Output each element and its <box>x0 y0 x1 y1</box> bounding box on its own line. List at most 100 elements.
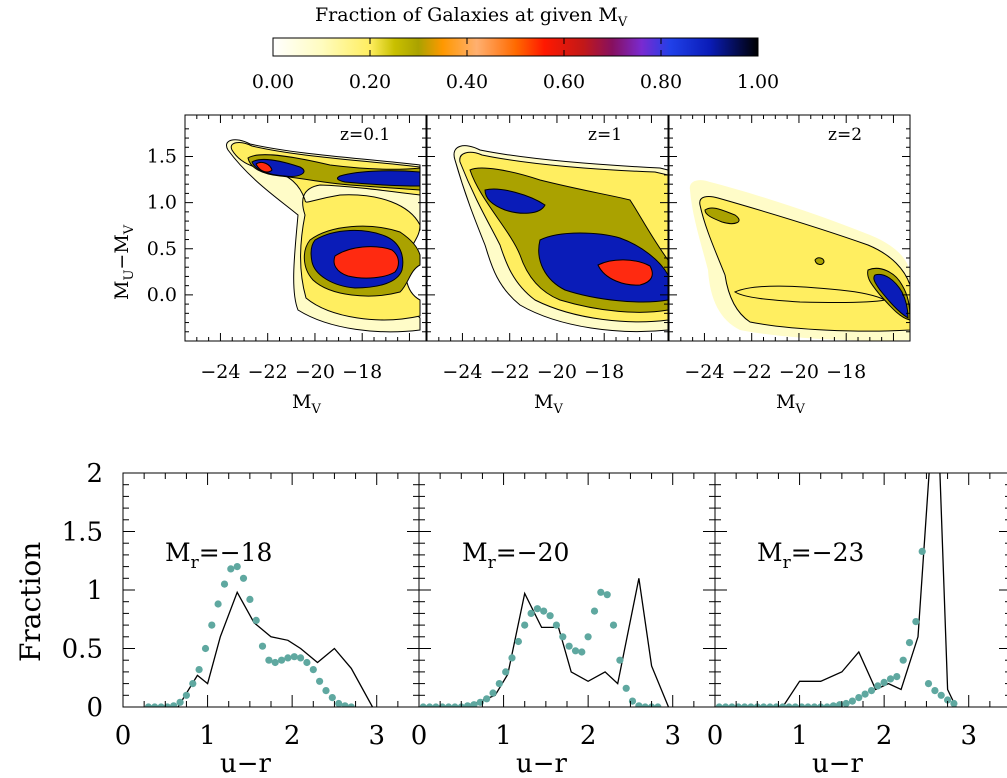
top-xtick-label: −22 <box>248 361 288 383</box>
data-point <box>597 588 605 596</box>
colorbar-tick-label: 1.00 <box>737 71 779 93</box>
data-point <box>426 703 434 707</box>
hist-panel-1-series <box>419 578 670 707</box>
data-point <box>785 703 793 707</box>
bottom-histogram-panels: 0 1 2 3 0 1 2 3 0 1 2 300.511.52 Mr=−18 Mr=−20 Mr=−… <box>14 459 1007 778</box>
bottom-axis-tick-labels: 0 1 2 3 0 1 2 3 0 1 2 300.511.52 <box>62 459 977 751</box>
data-point <box>252 616 260 625</box>
top-xtick-label: −24 <box>442 361 482 383</box>
top-ylabel: MU−MV <box>111 224 137 300</box>
data-point <box>514 637 523 646</box>
top-xlabel-2: MV <box>776 391 805 417</box>
bottom-xtick-label: 2 <box>284 721 301 751</box>
bottom-ytick-label: 0.5 <box>62 635 103 665</box>
data-point <box>239 574 248 582</box>
data-point <box>322 687 330 695</box>
top-xtick-label: −22 <box>490 361 530 383</box>
data-point <box>823 703 831 707</box>
data-point <box>246 595 254 604</box>
data-point <box>309 666 317 674</box>
contour-panel-frame <box>426 114 669 342</box>
data-point <box>571 647 580 655</box>
bottom-ytick-label: 2 <box>86 459 103 489</box>
contour-level-5 <box>597 259 653 286</box>
bottom-ytick-label: 0 <box>86 693 103 723</box>
bottom-xtick-label: 1 <box>791 721 808 751</box>
data-point <box>220 580 229 588</box>
top-ytick-label: 1.5 <box>147 146 177 168</box>
bottom-xtick-label: 1 <box>199 721 216 751</box>
data-point <box>546 612 554 620</box>
colorbar-tick-label: 0.00 <box>252 71 294 93</box>
contour-level-4 <box>873 273 909 319</box>
data-point <box>483 695 491 703</box>
data-point <box>189 680 197 688</box>
data-point <box>432 703 440 707</box>
bottom-axis-ticks <box>122 472 1007 708</box>
hist-panel-frame-0 <box>122 472 420 708</box>
data-point <box>559 633 567 641</box>
colorbar-tick-label: 0.20 <box>349 71 391 93</box>
contour-level-4b <box>336 170 421 187</box>
data-point <box>603 591 611 599</box>
hist-panel-2-series <box>715 473 958 707</box>
data-point <box>303 658 311 667</box>
data-point <box>728 703 736 707</box>
data-point <box>861 690 869 698</box>
colorbar-tick-label: 0.80 <box>640 71 682 93</box>
top-axis-ticks <box>185 115 910 341</box>
data-point <box>899 656 907 664</box>
data-point <box>950 699 958 707</box>
model-line <box>782 473 957 707</box>
data-point <box>760 703 768 707</box>
data-point <box>151 703 159 707</box>
bottom-xlabel-1: u−r <box>516 749 568 778</box>
data-point <box>810 703 818 707</box>
data-point <box>508 654 516 662</box>
model-line <box>177 590 374 707</box>
top-xtick-label: −20 <box>779 361 819 383</box>
data-point <box>924 680 933 688</box>
hist-panel-0-series <box>144 563 374 707</box>
colorbar-tick-label: 0.40 <box>446 71 488 93</box>
top-xtick-label: −22 <box>732 361 772 383</box>
data-point <box>144 703 152 707</box>
data-point <box>328 694 336 702</box>
data-point <box>470 701 478 707</box>
colorbar-title: Fraction of Galaxies at given MV <box>315 4 628 30</box>
data-point <box>829 702 837 707</box>
contour-panel-z0.1: z=0.1 <box>184 114 427 342</box>
data-point <box>233 563 241 571</box>
panel-label-z2: z=2 <box>828 125 862 145</box>
data-point <box>227 565 235 573</box>
data-point <box>590 607 599 615</box>
top-xtick-label: −20 <box>537 361 577 383</box>
colorbar-tick-label: 0.60 <box>543 71 585 93</box>
contour-level-3 <box>704 207 740 225</box>
colorbar-gradient <box>272 37 759 57</box>
data-point <box>893 673 901 681</box>
bottom-xtick-label: 0 <box>411 721 428 751</box>
bottom-xtick-label: 3 <box>960 721 977 751</box>
data-point <box>347 703 355 707</box>
bottom-xtick-label: 2 <box>876 721 893 751</box>
data-point <box>521 621 529 629</box>
hist-panel-label-0: Mr=−18 <box>165 538 272 573</box>
data-point <box>886 675 895 683</box>
data-point <box>527 609 535 618</box>
data-point <box>182 691 190 699</box>
colorbar-tick-labels: 0.00 0.20 0.40 0.60 0.80 1.00 <box>252 71 779 93</box>
data-point <box>722 703 730 707</box>
data-point <box>565 642 573 650</box>
hist-panel-frame-2 <box>714 472 1007 708</box>
colorbar-ticks <box>272 38 759 56</box>
contour-regions-z2 <box>689 180 910 341</box>
data-point <box>616 656 624 664</box>
data-point <box>905 639 914 647</box>
data-point <box>214 600 222 608</box>
bottom-xtick-label: 1 <box>495 721 512 751</box>
data-point <box>741 703 749 707</box>
data-point <box>258 642 267 650</box>
data-point <box>533 605 542 613</box>
data-point <box>880 678 888 687</box>
